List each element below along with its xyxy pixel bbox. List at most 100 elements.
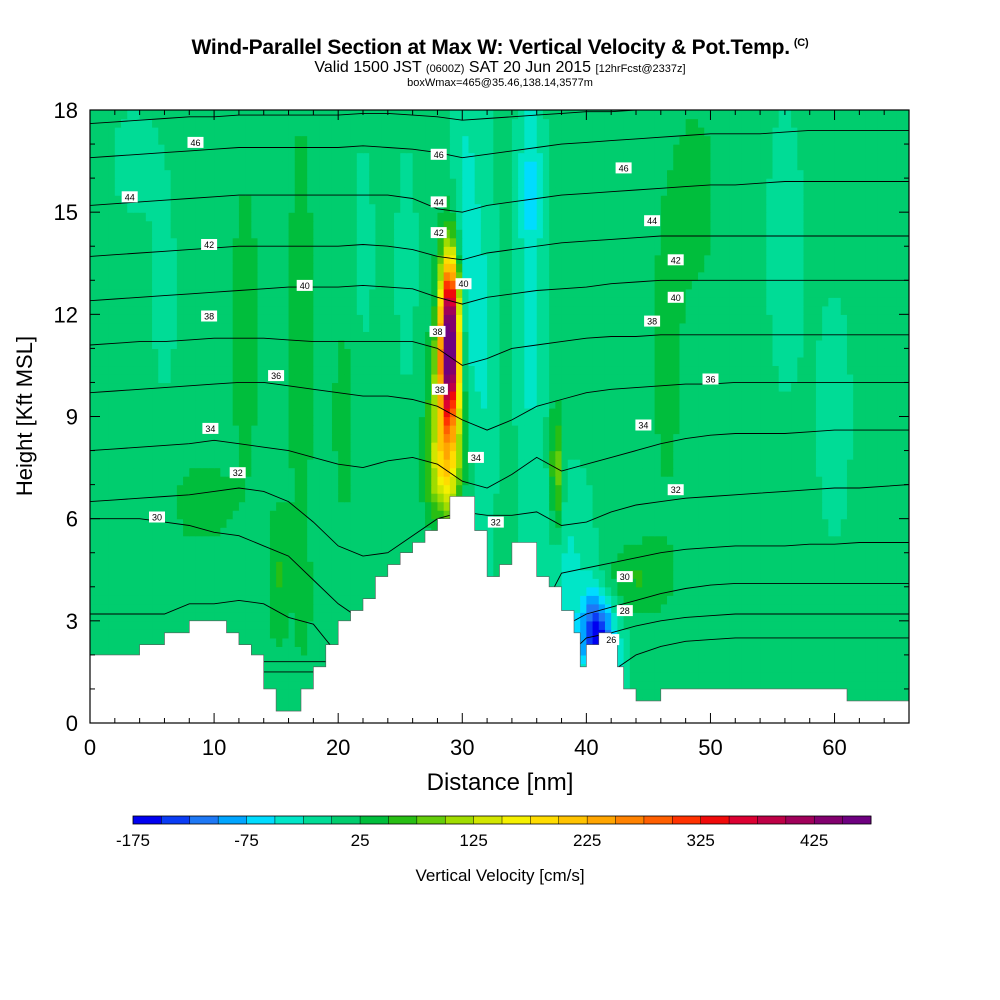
velocity-cell	[90, 510, 97, 520]
velocity-cell	[791, 620, 798, 630]
velocity-cell	[884, 586, 891, 596]
velocity-cell	[195, 433, 203, 443]
velocity-cell	[331, 612, 339, 622]
velocity-cell	[629, 407, 637, 418]
velocity-cell	[902, 680, 909, 690]
velocity-cell	[121, 501, 128, 511]
velocity-cell	[784, 407, 792, 418]
velocity-cell	[691, 637, 699, 647]
velocity-cell	[325, 637, 333, 647]
velocity-cell	[884, 620, 891, 630]
velocity-cell	[853, 561, 860, 571]
velocity-cell	[828, 586, 836, 596]
velocity-cell	[592, 510, 600, 520]
velocity-cell	[623, 407, 631, 418]
velocity-cell	[561, 407, 569, 418]
velocity-cell	[257, 493, 265, 503]
velocity-cell	[114, 535, 122, 545]
velocity-cell	[815, 646, 823, 656]
velocity-cell	[859, 433, 867, 443]
velocity-cell	[263, 603, 271, 613]
velocity-cell	[480, 442, 488, 452]
velocity-cell	[691, 459, 699, 469]
velocity-cell	[834, 518, 842, 528]
velocity-cell	[418, 510, 426, 520]
velocity-cell	[456, 476, 463, 486]
velocity-cell	[853, 603, 860, 613]
velocity-cell	[425, 459, 432, 469]
velocity-cell	[331, 620, 339, 630]
velocity-cell	[394, 527, 401, 537]
velocity-cell	[698, 518, 705, 528]
velocity-cell	[350, 442, 358, 452]
velocity-cell	[853, 629, 860, 639]
velocity-cell	[313, 561, 321, 571]
velocity-cell	[729, 646, 736, 656]
velocity-cell	[400, 407, 408, 418]
velocity-cell	[96, 476, 103, 486]
velocity-cell	[828, 450, 836, 460]
velocity-cell	[815, 612, 823, 622]
velocity-cell	[803, 467, 811, 477]
velocity-cell	[152, 620, 159, 630]
velocity-cell	[747, 476, 755, 486]
velocity-cell	[220, 510, 228, 520]
velocity-cell	[573, 493, 581, 503]
velocity-cell	[356, 552, 364, 562]
velocity-cell	[232, 620, 240, 630]
velocity-cell	[834, 586, 842, 596]
velocity-cell	[437, 433, 445, 443]
velocity-cell	[772, 654, 780, 664]
velocity-cell	[741, 595, 749, 605]
velocity-cell	[704, 527, 712, 537]
velocity-cell	[313, 586, 321, 596]
velocity-cell	[344, 510, 352, 520]
velocity-cell	[766, 620, 774, 630]
velocity-cell	[636, 493, 643, 503]
velocity-cell	[729, 459, 736, 469]
velocity-cell	[121, 518, 128, 528]
velocity-cell	[152, 501, 159, 511]
velocity-cell	[760, 680, 767, 690]
velocity-cell	[840, 450, 848, 460]
velocity-cell	[176, 612, 184, 622]
velocity-cell	[877, 407, 885, 418]
velocity-cell	[859, 501, 867, 511]
velocity-cell	[536, 561, 544, 571]
velocity-cell	[139, 535, 147, 545]
velocity-cell	[598, 510, 606, 520]
velocity-cell	[220, 561, 228, 571]
velocity-cell	[673, 561, 681, 571]
velocity-cell	[741, 425, 749, 435]
velocity-cell	[896, 603, 904, 613]
velocity-cell	[319, 442, 327, 452]
velocity-cell	[642, 688, 649, 699]
velocity-cell	[499, 450, 507, 460]
velocity-cell	[660, 425, 668, 435]
velocity-cell	[865, 629, 873, 639]
velocity-cell	[654, 688, 662, 699]
velocity-cell	[102, 535, 110, 545]
velocity-cell	[300, 484, 308, 494]
velocity-cell	[363, 450, 370, 460]
velocity-cell	[766, 637, 774, 647]
velocity-cell	[555, 561, 563, 571]
velocity-cell	[617, 510, 625, 520]
velocity-cell	[344, 561, 352, 571]
velocity-cell	[760, 637, 767, 647]
velocity-cell	[890, 578, 898, 588]
velocity-cell	[145, 433, 153, 443]
velocity-cell	[406, 493, 414, 503]
velocity-cell	[704, 552, 712, 562]
velocity-cell	[567, 493, 575, 503]
velocity-cell	[536, 459, 544, 469]
velocity-cell	[282, 433, 290, 443]
velocity-cell	[853, 637, 860, 647]
velocity-cell	[623, 544, 631, 554]
velocity-cell	[735, 561, 743, 571]
velocity-cell	[102, 595, 110, 605]
velocity-cell	[604, 578, 612, 588]
velocity-cell	[809, 595, 817, 605]
velocity-cell	[114, 620, 122, 630]
velocity-cell	[822, 493, 829, 503]
